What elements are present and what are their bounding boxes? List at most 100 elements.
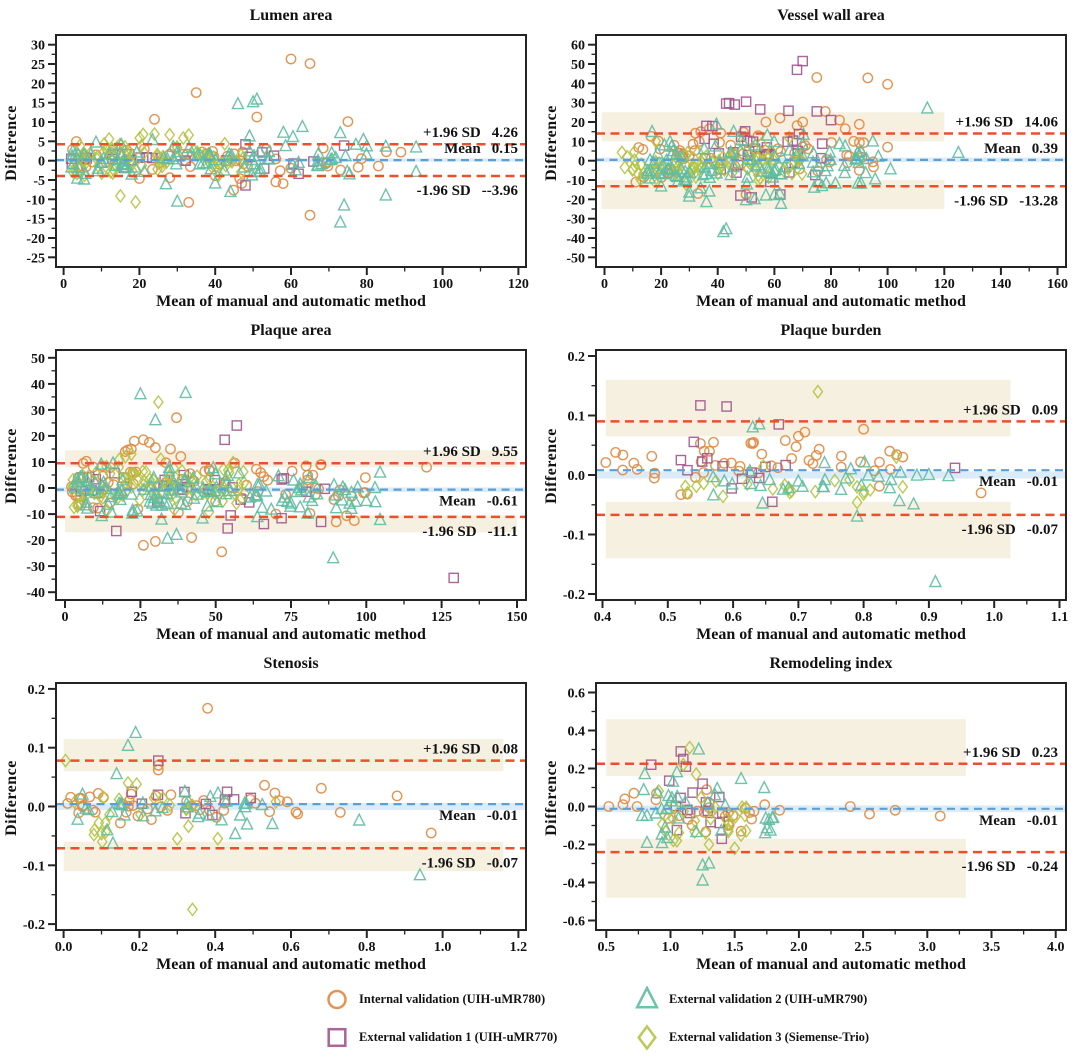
svg-text:-0.2: -0.2 [563, 839, 585, 854]
svg-text:100: 100 [356, 610, 377, 624]
svg-text:150: 150 [507, 610, 528, 624]
svg-text:20: 20 [571, 116, 585, 131]
svg-text:-30: -30 [26, 560, 45, 575]
svg-text:-1.96 SD-0.07: -1.96 SD -0.07 [962, 522, 1059, 538]
svg-text:120: 120 [934, 277, 955, 291]
plot-area: Difference 60 50 40 30 20 10 0 -10 -20 -30 -40 -50 0… [540, 27, 1080, 291]
plot-title: Plaque area [250, 322, 332, 339]
svg-text:140: 140 [990, 277, 1011, 291]
svg-text:1.0: 1.0 [434, 940, 452, 954]
svg-text:5: 5 [38, 135, 45, 150]
triangle-marker-icon [635, 986, 659, 1009]
svg-text:0: 0 [38, 155, 45, 170]
svg-text:+1.96 SD4.26: +1.96 SD 4.26 [423, 125, 518, 141]
svg-text:3.0: 3.0 [919, 940, 937, 954]
svg-text:-0.2: -0.2 [23, 918, 45, 933]
svg-text:0.2: 0.2 [131, 940, 149, 954]
plot-lumen-area: Lumen area Difference 30 25 20 15 10 5 0 -5 -10-… [0, 0, 540, 315]
svg-text:0.9: 0.9 [920, 610, 938, 624]
x-axis-label: Mean of manual and automatic method [156, 956, 426, 973]
svg-text:10: 10 [31, 116, 45, 131]
square-marker-icon [327, 1027, 347, 1048]
svg-text:0.8: 0.8 [855, 610, 873, 624]
svg-text:80: 80 [824, 277, 838, 291]
legend-column-left: Internal validation (UIH-uMR780) Externa… [322, 986, 557, 1051]
svg-text:-20: -20 [26, 232, 45, 247]
svg-text:100: 100 [432, 277, 453, 291]
svg-text:40: 40 [711, 277, 725, 291]
svg-text:30: 30 [31, 404, 45, 419]
x-axis-label: Mean of manual and automatic method [696, 293, 966, 310]
plot-area: Difference 30 25 20 15 10 5 0 -5 -10 -15 -20 -25 0 20… [0, 27, 540, 291]
svg-text:-1.96 SD-0.24: -1.96 SD -0.24 [962, 859, 1059, 875]
svg-text:0.2: 0.2 [568, 763, 586, 778]
x-axis-label: Mean of manual and automatic method [156, 626, 426, 643]
svg-text:-50: -50 [566, 251, 585, 266]
svg-text:60: 60 [284, 277, 298, 291]
svg-text:20: 20 [654, 277, 668, 291]
svg-text:0.6: 0.6 [724, 610, 742, 624]
svg-text:-0.4: -0.4 [563, 877, 585, 892]
plot-area: Difference 0.2 0.1 0.0 -0.1 -0.2 0.0 0.2 0.4 0.6… [0, 675, 540, 954]
plot-title: Plaque burden [780, 322, 882, 339]
plot-title: Vessel wall area [777, 7, 885, 24]
plot-title: Remodeling index [769, 655, 893, 672]
svg-text:0.7: 0.7 [790, 610, 808, 624]
svg-text:0: 0 [578, 155, 585, 170]
svg-text:0.0: 0.0 [28, 801, 46, 816]
svg-text:-40: -40 [566, 232, 585, 247]
svg-text:+1.96 SD9.55: +1.96 SD 9.55 [423, 444, 518, 460]
svg-text:0.5: 0.5 [598, 940, 616, 954]
svg-text:0.6: 0.6 [282, 940, 300, 954]
svg-text:3.5: 3.5 [983, 940, 1001, 954]
plot-stenosis: Stenosis Difference 0.2 0.1 0.0 -0.1 -0.2 0.0… [0, 648, 540, 978]
x-axis-label: Mean of manual and automatic method [696, 956, 966, 973]
svg-text:0.0: 0.0 [568, 469, 586, 484]
legend-item-external-validation-3: External validation 3 (Siemense-Trio) [632, 1024, 869, 1051]
svg-text:-10: -10 [26, 193, 45, 208]
svg-text:Mean-0.61: Mean -0.61 [439, 494, 518, 510]
plot-remodeling-index: Remodeling index Difference 0.6 0.4 0.2 0.0… [540, 648, 1080, 978]
svg-text:-0.1: -0.1 [563, 529, 585, 544]
plot-plaque-area: Plaque area Difference 50 40 30 20 10 0 -10 -20… [0, 315, 540, 648]
svg-text:0: 0 [601, 277, 608, 291]
svg-text:40: 40 [31, 378, 45, 393]
svg-text:-0.1: -0.1 [23, 859, 45, 874]
svg-text:0.1: 0.1 [28, 742, 46, 757]
svg-text:0: 0 [60, 277, 67, 291]
svg-text:-30: -30 [566, 213, 585, 228]
svg-text:0: 0 [38, 482, 45, 497]
chart-svg-stenosis: 0.2 0.1 0.0 -0.1 -0.2 0.0 0.2 0.4 0.6 0.8 1.0 1.2 +1… [23, 682, 527, 954]
svg-text:25: 25 [31, 58, 45, 73]
svg-text:25: 25 [133, 610, 147, 624]
svg-text:1.5: 1.5 [726, 940, 744, 954]
svg-text:0.2: 0.2 [28, 683, 46, 698]
svg-text:50: 50 [571, 58, 585, 73]
svg-text:-1.96 SD-13.28: -1.96 SD -13.28 [954, 193, 1058, 209]
svg-text:10: 10 [31, 456, 45, 471]
legend-item-external-validation-1: External validation 1 (UIH-uMR770) [322, 1024, 557, 1051]
svg-text:-5: -5 [33, 174, 45, 189]
plot-plaque-burden: Plaque burden Difference 0.2 0.1 0.0 -0.1 -0… [540, 315, 1080, 648]
svg-text:0.0: 0.0 [568, 801, 586, 816]
svg-text:1.0: 1.0 [985, 610, 1003, 624]
plot-vessel-wall-area: Vessel wall area Difference 60 50 40 30 20 10… [540, 0, 1080, 315]
diamond-marker-icon [637, 1024, 657, 1051]
svg-text:40: 40 [208, 277, 222, 291]
svg-text:1.0: 1.0 [662, 940, 680, 954]
circle-marker-icon [327, 989, 347, 1010]
svg-text:0: 0 [62, 610, 69, 624]
svg-text:60: 60 [767, 277, 781, 291]
svg-text:20: 20 [31, 77, 45, 92]
svg-text:-1.96 SD-11.1: -1.96 SD -11.1 [422, 524, 518, 540]
svg-text:0.2: 0.2 [568, 350, 586, 365]
svg-text:-1.96 SD--3.96: -1.96 SD --3.96 [417, 183, 519, 199]
legend-label: External validation 2 (UIH-uMR790) [669, 992, 868, 1006]
plot-title: Stenosis [263, 655, 319, 672]
svg-text:20: 20 [132, 277, 146, 291]
svg-text:160: 160 [1047, 277, 1068, 291]
x-axis-label: Mean of manual and automatic method [696, 626, 966, 643]
svg-text:-1.96 SD-0.07: -1.96 SD -0.07 [422, 855, 519, 871]
